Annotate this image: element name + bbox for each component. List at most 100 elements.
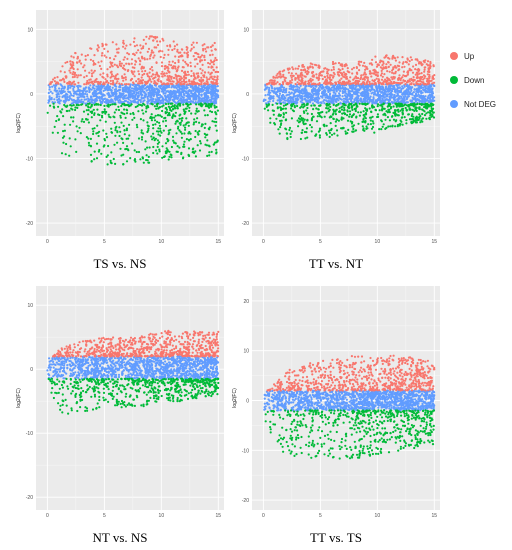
data-point-not-deg xyxy=(355,96,358,99)
data-point-down xyxy=(120,104,123,108)
data-point-not-deg xyxy=(375,100,379,103)
data-point-up xyxy=(344,83,347,86)
data-point-down xyxy=(211,120,214,123)
data-point-up xyxy=(374,55,377,58)
data-point-not-deg xyxy=(289,100,293,103)
data-point-down xyxy=(404,106,407,110)
data-point-up xyxy=(193,58,196,61)
data-point-up xyxy=(116,66,120,69)
data-point-down xyxy=(78,126,81,129)
data-point-up xyxy=(115,82,118,85)
data-point-not-deg xyxy=(308,85,312,88)
data-point-down xyxy=(160,131,163,134)
data-point-up xyxy=(368,80,371,84)
data-point-down xyxy=(74,108,77,112)
data-point-down xyxy=(310,126,313,129)
data-point-not-deg xyxy=(69,97,72,100)
data-point-not-deg xyxy=(418,95,421,98)
data-point-down xyxy=(140,136,144,139)
data-point-not-deg xyxy=(380,87,383,90)
data-point-not-deg xyxy=(136,88,139,91)
data-point-up xyxy=(318,74,321,77)
data-point-down xyxy=(70,104,73,107)
data-point-not-deg xyxy=(182,93,185,96)
data-point-not-deg xyxy=(300,94,303,97)
data-point-up xyxy=(115,77,118,81)
data-point-not-deg xyxy=(158,93,162,96)
data-point-up xyxy=(360,60,363,64)
data-point-down xyxy=(155,149,158,152)
data-point-up xyxy=(103,54,106,57)
data-point-up xyxy=(385,63,388,66)
data-point-down xyxy=(378,109,381,112)
data-point-down xyxy=(206,139,209,142)
data-point-up xyxy=(291,74,294,77)
data-point-not-deg xyxy=(293,92,296,95)
data-point-not-deg xyxy=(301,101,304,104)
data-point-up xyxy=(418,72,421,75)
data-point-not-deg xyxy=(214,98,217,101)
data-point-not-deg xyxy=(350,99,353,103)
data-point-down xyxy=(203,109,206,112)
data-point-up xyxy=(205,76,208,79)
data-point-not-deg xyxy=(184,98,187,102)
data-point-up xyxy=(422,78,425,81)
data-point-up xyxy=(279,72,282,75)
data-point-up xyxy=(190,69,193,73)
data-point-not-deg xyxy=(321,95,324,98)
data-point-not-deg xyxy=(62,87,66,90)
data-point-up xyxy=(382,80,385,83)
data-point-up xyxy=(153,46,156,49)
data-point-not-deg xyxy=(398,86,401,89)
data-point-not-deg xyxy=(88,91,91,94)
data-point-not-deg xyxy=(424,86,427,89)
data-point-up xyxy=(110,62,113,65)
data-point-up xyxy=(345,75,348,78)
data-point-up xyxy=(419,79,422,82)
data-point-not-deg xyxy=(214,87,217,90)
data-point-up xyxy=(130,58,134,61)
data-point-up xyxy=(63,71,66,74)
data-point-down xyxy=(147,155,150,158)
data-point-not-deg xyxy=(301,92,304,95)
data-point-up xyxy=(79,74,82,77)
data-point-up xyxy=(203,58,206,62)
data-point-not-deg xyxy=(152,94,155,98)
data-point-not-deg xyxy=(312,86,315,90)
data-point-up xyxy=(208,62,212,65)
data-point-up xyxy=(209,72,212,75)
data-point-not-deg xyxy=(117,101,120,104)
data-point-up xyxy=(89,78,92,81)
data-point-up xyxy=(150,51,153,54)
data-point-not-deg xyxy=(178,99,181,102)
data-point-up xyxy=(142,38,145,41)
data-point-down xyxy=(312,115,315,118)
data-point-not-deg xyxy=(337,88,340,91)
data-point-down xyxy=(72,120,75,123)
data-point-not-deg xyxy=(276,95,279,98)
data-point-not-deg xyxy=(59,92,63,95)
data-point-down xyxy=(92,108,95,111)
data-point-down xyxy=(169,153,172,156)
data-point-up xyxy=(398,82,401,85)
data-point-up xyxy=(276,76,279,79)
data-point-up xyxy=(170,64,173,67)
data-point-up xyxy=(428,70,431,73)
data-point-up xyxy=(331,76,335,79)
data-point-not-deg xyxy=(148,99,151,102)
data-point-up xyxy=(285,82,288,85)
data-point-up xyxy=(133,45,136,48)
data-point-up xyxy=(162,39,165,42)
data-point-not-deg xyxy=(410,100,413,103)
data-point-not-deg xyxy=(210,93,213,96)
data-point-up xyxy=(150,49,153,52)
data-point-up xyxy=(300,68,303,72)
data-point-up xyxy=(116,51,119,54)
data-point-up xyxy=(117,77,120,80)
data-point-down xyxy=(96,124,99,127)
data-point-not-deg xyxy=(195,95,198,98)
data-point-not-deg xyxy=(56,93,60,96)
data-point-up xyxy=(397,78,400,81)
data-point-up xyxy=(266,83,269,86)
data-point-down xyxy=(162,120,165,123)
